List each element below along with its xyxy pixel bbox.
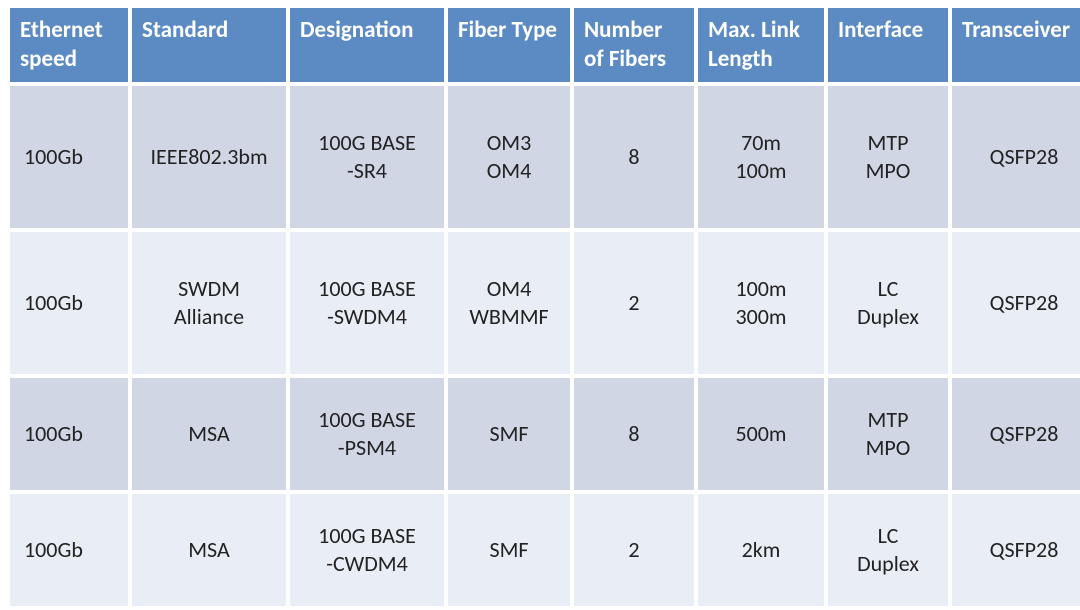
cell-text: MTP (838, 129, 938, 157)
cell-r2-c2: 100G BASE-PSM4 (290, 378, 444, 490)
cell-text: 100Gb (24, 420, 118, 448)
cell-text: -PSM4 (300, 434, 434, 462)
cell-text: MSA (142, 420, 276, 448)
cell-text: 500m (708, 420, 814, 448)
col-header-2: Designation (290, 8, 444, 82)
col-header-3: Fiber Type (448, 8, 570, 82)
cell-r2-c0: 100Gb (10, 378, 128, 490)
table-header-row: Ethernet speedStandardDesignationFiber T… (10, 8, 1080, 82)
cell-r0-c1: IEEE802.3bm (132, 86, 286, 228)
cell-r3-c6: LCDuplex (828, 494, 948, 606)
cell-text: WBMMF (458, 303, 560, 331)
cell-r0-c0: 100Gb (10, 86, 128, 228)
cell-r1-c2: 100G BASE-SWDM4 (290, 232, 444, 374)
cell-text: QSFP28 (962, 536, 1080, 564)
cell-text: 70m (708, 129, 814, 157)
table-container: Ethernet speedStandardDesignationFiber T… (0, 0, 1080, 554)
cell-text: 300m (708, 303, 814, 331)
cell-r2-c6: MTPMPO (828, 378, 948, 490)
table-row: 100Gb MSA 100G BASE-PSM4 SMF 8 500m MTPMPO QSFP… (10, 378, 1080, 490)
col-header-6: Interface (828, 8, 948, 82)
cell-r3-c7: QSFP28 (952, 494, 1080, 606)
cell-text: Alliance (142, 303, 276, 331)
cell-text: IEEE802.3bm (142, 143, 276, 171)
cell-text: 2 (584, 289, 684, 317)
cell-r3-c2: 100G BASE-CWDM4 (290, 494, 444, 606)
cell-r1-c5: 100m300m (698, 232, 824, 374)
col-header-1: Standard (132, 8, 286, 82)
cell-r1-c7: QSFP28 (952, 232, 1080, 374)
cell-r1-c4: 2 (574, 232, 694, 374)
cell-text: 100G BASE (300, 275, 434, 303)
cell-text: 100Gb (24, 143, 118, 171)
cell-r0-c6: MTPMPO (828, 86, 948, 228)
cell-r0-c7: QSFP28 (952, 86, 1080, 228)
cell-r0-c3: OM3OM4 (448, 86, 570, 228)
cell-text: 100m (708, 275, 814, 303)
cell-text: LC (838, 522, 938, 550)
cell-text: SMF (458, 536, 560, 564)
cell-r2-c3: SMF (448, 378, 570, 490)
cell-text: 100G BASE (300, 522, 434, 550)
ethernet-standards-table: Ethernet speedStandardDesignationFiber T… (6, 4, 1080, 610)
cell-text: QSFP28 (962, 289, 1080, 317)
cell-text: MTP (838, 406, 938, 434)
col-header-5: Max. Link Length (698, 8, 824, 82)
cell-r2-c5: 500m (698, 378, 824, 490)
cell-r2-c7: QSFP28 (952, 378, 1080, 490)
cell-text: MPO (838, 157, 938, 185)
cell-text: QSFP28 (962, 420, 1080, 448)
col-header-7: Transceiver (952, 8, 1080, 82)
cell-text: MSA (142, 536, 276, 564)
cell-text: Duplex (838, 303, 938, 331)
cell-text: 8 (584, 143, 684, 171)
cell-text: 2km (708, 536, 814, 564)
table-row: 100GbIEEE802.3bm100G BASE-SR4OM3OM4870m1… (10, 86, 1080, 228)
cell-r3-c1: MSA (132, 494, 286, 606)
cell-r1-c3: OM4WBMMF (448, 232, 570, 374)
cell-r0-c4: 8 (574, 86, 694, 228)
cell-text: 100Gb (24, 289, 118, 317)
cell-text: 100G BASE (300, 129, 434, 157)
cell-r1-c0: 100Gb (10, 232, 128, 374)
cell-r2-c1: MSA (132, 378, 286, 490)
cell-r3-c3: SMF (448, 494, 570, 606)
cell-text: SWDM (142, 275, 276, 303)
cell-r2-c4: 8 (574, 378, 694, 490)
cell-text: LC (838, 275, 938, 303)
cell-text: 100Gb (24, 536, 118, 564)
cell-r1-c6: LCDuplex (828, 232, 948, 374)
col-header-4: Number of Fibers (574, 8, 694, 82)
cell-r1-c1: SWDMAlliance (132, 232, 286, 374)
cell-r3-c5: 2km (698, 494, 824, 606)
cell-text: SMF (458, 420, 560, 448)
col-header-0: Ethernet speed (10, 8, 128, 82)
cell-text: OM4 (458, 275, 560, 303)
cell-text: 100G BASE (300, 406, 434, 434)
cell-text: 8 (584, 420, 684, 448)
cell-text: -SR4 (300, 157, 434, 185)
table-row: 100Gb MSA 100G BASE-CWDM4 SMF 2 2km LCDuplex QS… (10, 494, 1080, 606)
cell-r3-c0: 100Gb (10, 494, 128, 606)
cell-r0-c5: 70m100m (698, 86, 824, 228)
cell-text: 100m (708, 157, 814, 185)
cell-text: OM3 (458, 129, 560, 157)
cell-text: -SWDM4 (300, 303, 434, 331)
table-row: 100GbSWDMAlliance100G BASE-SWDM4OM4WBMMF… (10, 232, 1080, 374)
cell-text: QSFP28 (962, 143, 1080, 171)
cell-r3-c4: 2 (574, 494, 694, 606)
cell-r0-c2: 100G BASE-SR4 (290, 86, 444, 228)
cell-text: 2 (584, 536, 684, 564)
cell-text: MPO (838, 434, 938, 462)
cell-text: OM4 (458, 157, 560, 185)
